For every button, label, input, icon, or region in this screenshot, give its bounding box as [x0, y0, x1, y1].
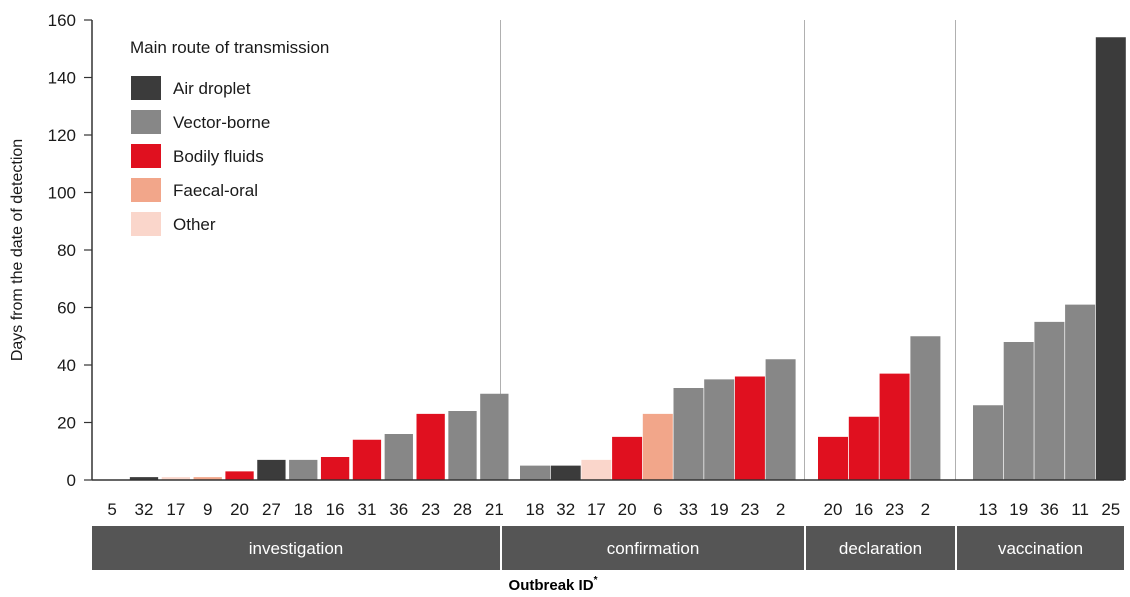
bar: [520, 465, 550, 480]
bar: [673, 388, 704, 480]
legend-label: Faecal-oral: [173, 181, 258, 200]
outbreak-id-label: 36: [389, 500, 408, 519]
legend-swatch: [131, 76, 161, 100]
outbreak-id-label: 6: [653, 500, 662, 519]
stage-band: [92, 526, 500, 570]
bar: [1034, 321, 1065, 480]
y-axis-title: Days from the date of detection: [9, 139, 26, 361]
outbreak-id-label: 28: [453, 500, 472, 519]
bar: [480, 393, 509, 480]
x-axis-title-marker: *: [594, 575, 598, 586]
y-tick-label: 40: [57, 356, 76, 375]
bar: [704, 379, 735, 480]
legend-swatch: [131, 212, 161, 236]
bar: [973, 405, 1003, 480]
bars: [129, 37, 1126, 480]
bar: [612, 436, 643, 480]
bar: [384, 434, 413, 480]
legend-label: Vector-borne: [173, 113, 270, 132]
outbreak-id-label: 17: [587, 500, 606, 519]
outbreak-id-label: 32: [556, 500, 575, 519]
stage-bands: investigation confirmation declaration vacc…: [92, 526, 1124, 570]
stage-band: [502, 526, 804, 570]
bar: [818, 436, 848, 480]
outbreak-id-label: 9: [203, 500, 212, 519]
outbreak-id-label: 11: [1071, 500, 1089, 519]
bar: [193, 477, 222, 480]
bar: [848, 416, 879, 480]
outbreak-id-label: 23: [421, 500, 440, 519]
stage-band-label: declaration: [839, 539, 922, 558]
x-axis-title: Outbreak ID*: [509, 575, 598, 594]
bar: [352, 439, 382, 480]
bar: [765, 359, 796, 480]
x-axis-title-text: Outbreak ID: [509, 577, 594, 594]
y-tick-label: 140: [48, 69, 76, 88]
y-ticks: 0 20 40 60 80 100 120 140 160: [48, 11, 92, 490]
bar: [581, 459, 612, 480]
y-tick-label: 20: [57, 414, 76, 433]
outbreak-id-label: 19: [710, 500, 729, 519]
legend: Main route of transmission Air droplet Ve…: [130, 38, 329, 236]
legend-label: Air droplet: [173, 79, 251, 98]
outbreak-id-label: 19: [1009, 500, 1028, 519]
outbreak-id-label: 20: [618, 500, 637, 519]
outbreak-id-label: 17: [166, 500, 185, 519]
bar: [1095, 37, 1126, 480]
y-tick-label: 160: [48, 11, 76, 30]
bar: [320, 457, 350, 480]
outbreak-id-label: 2: [776, 500, 785, 519]
bar: [1003, 342, 1034, 480]
bar: [225, 471, 254, 480]
bar: [161, 477, 190, 480]
legend-swatch: [131, 144, 161, 168]
outbreak-id-label: 20: [824, 500, 843, 519]
outbreak-id-label: 13: [979, 500, 998, 519]
bar: [642, 413, 673, 480]
stage-band-label: confirmation: [607, 539, 700, 558]
bar: [1065, 304, 1096, 480]
outbreak-id-label: 18: [294, 500, 313, 519]
outbreak-id-label: 5: [107, 500, 116, 519]
y-tick-label: 120: [48, 126, 76, 145]
outbreak-id-label: 16: [326, 500, 345, 519]
outbreak-id-label: 36: [1040, 500, 1059, 519]
bar: [910, 336, 941, 480]
outbreak-id-label: 23: [740, 500, 759, 519]
stage-band-label: investigation: [249, 539, 344, 558]
legend-label: Other: [173, 215, 216, 234]
legend-label: Bodily fluids: [173, 147, 264, 166]
outbreak-id-label: 18: [526, 500, 545, 519]
y-tick-label: 0: [67, 471, 76, 490]
outbreak-id-label: 32: [135, 500, 154, 519]
outbreak-id-label: 2: [921, 500, 930, 519]
outbreak-id-labels: 5 32 17 9 20 27 18 16 31 36 23 28 21 18 32 17 20 6 33 19 23 2…: [107, 500, 1120, 519]
bar: [257, 459, 286, 480]
legend-title: Main route of transmission: [130, 38, 329, 57]
bar: [129, 477, 159, 480]
outbreak-id-label: 23: [885, 500, 904, 519]
outbreak-id-label: 31: [357, 500, 376, 519]
y-tick-label: 60: [57, 299, 76, 318]
bar: [289, 459, 318, 480]
outbreak-id-label: 33: [679, 500, 698, 519]
outbreak-id-label: 16: [854, 500, 873, 519]
legend-swatch: [131, 110, 161, 134]
legend-swatch: [131, 178, 161, 202]
outbreak-id-label: 21: [485, 500, 504, 519]
stage-band: [806, 526, 955, 570]
stage-band: [957, 526, 1124, 570]
bar: [416, 413, 445, 480]
outbreak-id-label: 20: [230, 500, 249, 519]
outbreak-id-label: 25: [1101, 500, 1120, 519]
outbreak-id-label: 27: [262, 500, 281, 519]
y-tick-label: 80: [57, 241, 76, 260]
bar: [734, 376, 765, 480]
bar: [550, 465, 581, 480]
bar: [879, 373, 910, 480]
bar: [448, 411, 477, 480]
stage-band-label: vaccination: [998, 539, 1083, 558]
y-tick-label: 100: [48, 184, 76, 203]
